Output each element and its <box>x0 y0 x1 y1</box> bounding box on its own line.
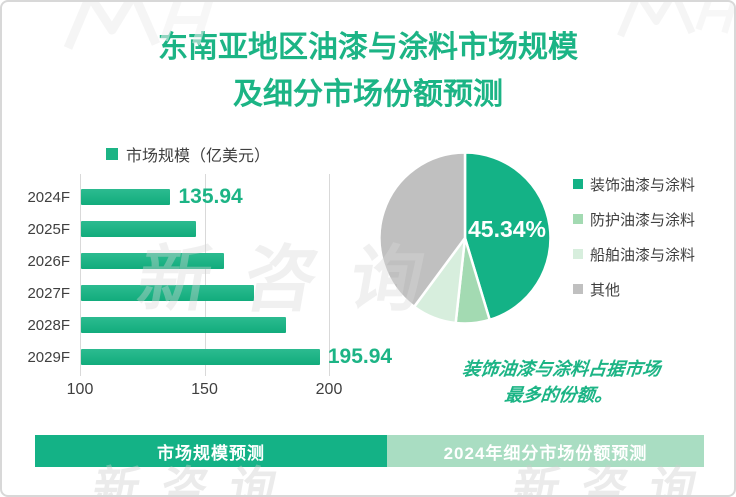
category-label: 2029F <box>27 349 70 366</box>
x-axis-tick: 150 <box>191 381 218 398</box>
x-axis-tick: 100 <box>66 381 94 398</box>
pie-legend-item: 船舶油漆与涂料 <box>573 245 696 264</box>
annotation-line1: 装饰油漆与涂料占据市场 <box>461 359 662 379</box>
legend-swatch-icon <box>573 284 583 294</box>
x-axis-tick: 200 <box>315 381 343 398</box>
bar <box>81 253 224 269</box>
pie-slice <box>378 151 467 308</box>
legend-swatch-icon <box>573 214 583 224</box>
category-label: 2026F <box>27 253 70 270</box>
pie-slice-label: 45.34% <box>468 216 547 242</box>
category-label: 2025F <box>27 221 70 238</box>
pie-chart <box>378 151 552 325</box>
bar-value-label: 135.94 <box>178 185 243 208</box>
footer-right-label: 2024年细分市场份额预测 <box>443 443 648 463</box>
footer-right-banner: 2024年细分市场份额预测 <box>387 435 704 467</box>
category-label: 2028F <box>27 317 70 334</box>
legend-swatch-icon <box>573 249 583 259</box>
bar-legend-label: 市场规模（亿美元） <box>125 148 270 165</box>
legend-swatch-icon <box>105 148 118 160</box>
gridline <box>329 174 330 376</box>
annotation-line2: 最多的份额。 <box>503 385 614 405</box>
bar-chart: 100 150 200 2024F 135.94 2025F 2026F 2027F 2028F… <box>2 2 392 422</box>
bar <box>81 285 254 301</box>
pie-legend-item: 装饰油漆与涂料 <box>573 175 696 194</box>
pie-legend-label: 装饰油漆与涂料 <box>590 176 696 194</box>
pie-legend-item: 防护油漆与涂料 <box>573 210 696 229</box>
annotation: 装饰油漆与涂料占据市场 最多的份额。 <box>407 356 712 408</box>
chart-title-line2: 及细分市场份额预测 <box>233 78 503 111</box>
gridline <box>204 174 206 376</box>
bar <box>81 349 320 365</box>
bar <box>81 189 171 205</box>
pie-legend-label: 其他 <box>590 281 621 299</box>
footer-left-banner: 市场规模预测 <box>35 435 387 467</box>
pie-legend-label: 防护油漆与涂料 <box>590 211 696 229</box>
gridline <box>80 174 81 376</box>
bar-chart-legend: 市场规模（亿美元） <box>2 142 374 166</box>
category-label: 2027F <box>27 285 70 302</box>
chart-title-line1: 东南亚地区油漆与涂料市场规模 <box>158 31 578 64</box>
bar <box>81 221 197 237</box>
bar-value-label: 195.94 <box>327 345 393 368</box>
chart-title: 东南亚地区油漆与涂料市场规模 及细分市场份额预测 <box>2 24 734 118</box>
pie-legend-label: 船舶油漆与涂料 <box>590 246 696 264</box>
bar <box>81 317 286 333</box>
pie-slice <box>463 151 552 322</box>
legend-swatch-icon <box>573 179 583 189</box>
footer-left-label: 市场规模预测 <box>157 443 265 463</box>
category-label: 2024F <box>27 189 70 206</box>
pie-legend-item: 其他 <box>573 280 621 299</box>
